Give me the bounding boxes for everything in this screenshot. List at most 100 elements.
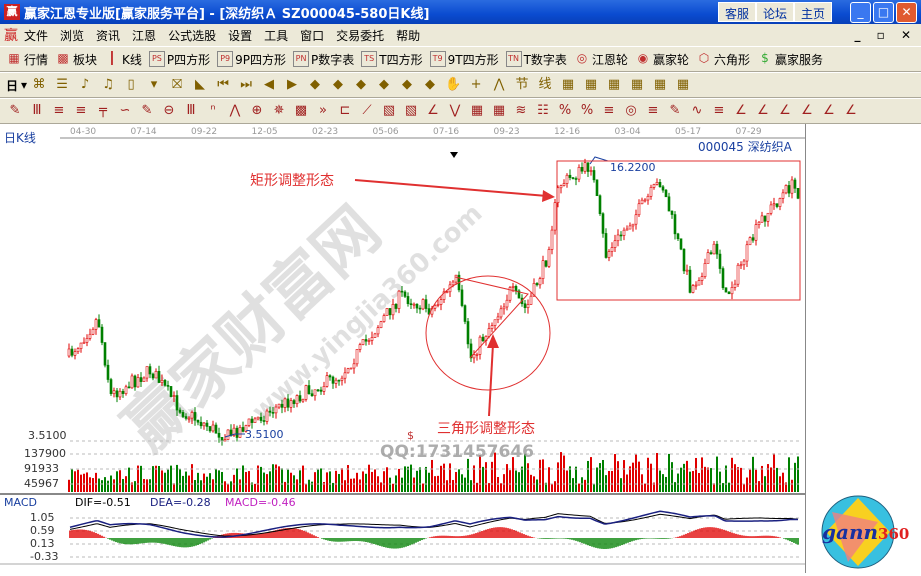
service-button[interactable]: 客服 <box>718 2 757 22</box>
homepage-button[interactable]: 主页 <box>794 2 833 22</box>
menu-settings[interactable]: 设置 <box>228 28 253 43</box>
drawing-tool-icon[interactable]: % <box>580 103 594 118</box>
menu-trade[interactable]: 交易委托 <box>336 28 385 43</box>
chart-tool-icon[interactable]: ⏮ <box>217 77 229 92</box>
chart-tool-icon[interactable]: ◆ <box>356 77 367 92</box>
kline-chart[interactable]: 日K线 04-30 07-14 09-22 12-05 02-23 05-06 07-16 09… <box>0 124 921 573</box>
chart-tool-icon[interactable]: ⌘ <box>32 77 46 92</box>
chart-tool-icon[interactable]: ◆ <box>402 77 413 92</box>
drawing-tool-icon[interactable]: ≡ <box>603 103 615 118</box>
menu-browse[interactable]: 浏览 <box>60 28 85 43</box>
period-select[interactable]: 日 <box>6 78 19 93</box>
menu-info[interactable]: 资讯 <box>96 28 121 43</box>
drawing-tool-icon[interactable]: ▧ <box>404 103 418 118</box>
toolbar-item[interactable]: P9 9P四方形 <box>217 51 286 68</box>
drawing-tool-icon[interactable]: ≡ <box>713 103 725 118</box>
drawing-tool-icon[interactable]: ⊕ <box>251 103 263 118</box>
toolbar-item[interactable]: PS P四方形 <box>148 51 210 68</box>
chart-tool-icon[interactable]: 线 <box>538 77 552 92</box>
toolbar-item[interactable]: ◎ 江恩轮 <box>574 51 628 68</box>
chart-tool-icon[interactable]: ⋀ <box>493 77 505 92</box>
drawing-tool-icon[interactable]: ∠ <box>845 103 857 118</box>
chart-tool-icon[interactable]: ▶ <box>287 77 298 92</box>
drawing-tool-icon[interactable]: ≡ <box>75 103 87 118</box>
chart-tool-icon[interactable]: ◀ <box>264 77 275 92</box>
chart-tool-icon[interactable]: ◆ <box>333 77 344 92</box>
forum-button[interactable]: 论坛 <box>756 2 795 22</box>
close-button[interactable]: ✕ <box>896 2 917 23</box>
drawing-tool-icon[interactable]: ▩ <box>294 103 308 118</box>
drawing-tool-icon[interactable]: ∠ <box>779 103 791 118</box>
menu-help[interactable]: 帮助 <box>396 28 421 43</box>
drawing-tool-icon[interactable]: ∠ <box>823 103 835 118</box>
minimize-button[interactable]: _ <box>850 2 871 23</box>
drawing-tool-icon[interactable]: ⁿ <box>210 103 216 118</box>
drawing-tool-icon[interactable]: ⟋ <box>362 103 372 118</box>
drawing-tool-icon[interactable]: ╤ <box>99 103 107 118</box>
toolbar-item[interactable]: ▦ 行情 <box>6 51 48 68</box>
drawing-tool-icon[interactable]: Ⅲ <box>186 103 196 118</box>
toolbar-item[interactable]: TS T四方形 <box>361 51 423 68</box>
drawing-tool-icon[interactable]: ∠ <box>801 103 813 118</box>
toolbar-item[interactable]: PN P数字表 <box>293 51 354 68</box>
chart-tool-icon[interactable]: ♫ <box>102 77 114 92</box>
drawing-tool-icon[interactable]: Ⅲ <box>32 103 42 118</box>
drawing-tool-icon[interactable]: ✎ <box>669 103 681 118</box>
toolbar-item[interactable]: TN T数字表 <box>505 51 567 68</box>
drawing-tool-icon[interactable]: ▦ <box>470 103 484 118</box>
toolbar-item[interactable]: ◉ 赢家轮 <box>635 51 689 68</box>
drawing-tool-icon[interactable]: ⊖ <box>163 103 175 118</box>
menu-file[interactable]: 文件 <box>24 28 49 43</box>
chart-tool-icon[interactable]: ⏭ <box>240 77 252 92</box>
chart-tool-icon[interactable]: ▾ <box>150 77 158 92</box>
drawing-tool-icon[interactable]: ∿ <box>691 103 703 118</box>
menu-gann[interactable]: 江恩 <box>132 28 157 43</box>
drawing-tool-icon[interactable]: ◎ <box>625 103 637 118</box>
drawing-tool-icon[interactable]: ∠ <box>427 103 439 118</box>
chart-tool-icon[interactable]: ◣ <box>195 77 206 92</box>
toolbar-item[interactable]: ▩ 板块 <box>55 51 97 68</box>
chart-tool-icon[interactable]: ▦ <box>607 77 621 92</box>
drawing-tool-icon[interactable]: ☷ <box>537 103 549 118</box>
chart-tool-icon[interactable]: + <box>470 77 482 92</box>
chart-tool-icon[interactable]: ◆ <box>425 77 436 92</box>
toolbar-item[interactable]: ⬡ 六角形 <box>696 51 750 68</box>
drawing-tool-icon[interactable]: ⋀ <box>229 103 241 118</box>
maximize-button[interactable]: □ <box>873 2 894 23</box>
menu-tools[interactable]: 工具 <box>264 28 289 43</box>
drawing-tool-icon[interactable]: ∠ <box>757 103 769 118</box>
chart-tool-icon[interactable]: ▦ <box>630 77 644 92</box>
mdi-controls[interactable]: _ ▫ ✕ <box>854 28 917 42</box>
drawing-tool-icon[interactable]: ∠ <box>735 103 747 118</box>
drawing-tool-icon[interactable]: ✵ <box>273 103 285 118</box>
chart-tool-icon[interactable]: ▦ <box>653 77 667 92</box>
drawing-tool-icon[interactable]: » <box>319 103 327 118</box>
chart-tool-icon[interactable]: ▦ <box>584 77 598 92</box>
chart-tool-icon[interactable]: ▦ <box>561 77 575 92</box>
chart-canvas[interactable]: 日K线 04-30 07-14 09-22 12-05 02-23 05-06 07-16 09… <box>0 124 805 573</box>
drawing-tool-icon[interactable]: ✎ <box>141 103 153 118</box>
chart-tool-icon[interactable]: ◆ <box>310 77 321 92</box>
drawing-tool-icon[interactable]: ≡ <box>53 103 65 118</box>
chart-tool-icon[interactable]: ☰ <box>56 77 68 92</box>
toolbar-item[interactable]: ┃ K线 <box>104 51 142 68</box>
drawing-tool-icon[interactable]: ∽ <box>119 103 131 118</box>
menu-window[interactable]: 窗口 <box>300 28 325 43</box>
drawing-tool-icon[interactable]: ⋁ <box>449 103 461 118</box>
chart-tool-icon[interactable]: ▦ <box>676 77 690 92</box>
drawing-tool-icon[interactable]: ▦ <box>492 103 506 118</box>
toolbar-item[interactable]: T9 9T四方形 <box>429 51 499 68</box>
chart-tool-icon[interactable]: 节 <box>515 77 529 92</box>
drawing-tool-icon[interactable]: ▧ <box>382 103 396 118</box>
app-menu-icon[interactable]: 赢 <box>4 28 18 44</box>
chart-tool-icon[interactable]: ◆ <box>379 77 390 92</box>
drawing-tool-icon[interactable]: ≋ <box>515 103 527 118</box>
menu-formula[interactable]: 公式选股 <box>168 28 217 43</box>
chart-tool-icon[interactable]: ▯ <box>127 77 135 92</box>
chart-tool-icon[interactable]: ⛝ <box>172 77 182 92</box>
drawing-tool-icon[interactable]: ✎ <box>9 103 21 118</box>
chart-tool-icon[interactable]: ✋ <box>444 77 462 92</box>
drawing-tool-icon[interactable]: ≡ <box>647 103 659 118</box>
drawing-tool-icon[interactable]: % <box>558 103 572 118</box>
toolbar-item[interactable]: $ 赢家服务 <box>757 51 823 68</box>
